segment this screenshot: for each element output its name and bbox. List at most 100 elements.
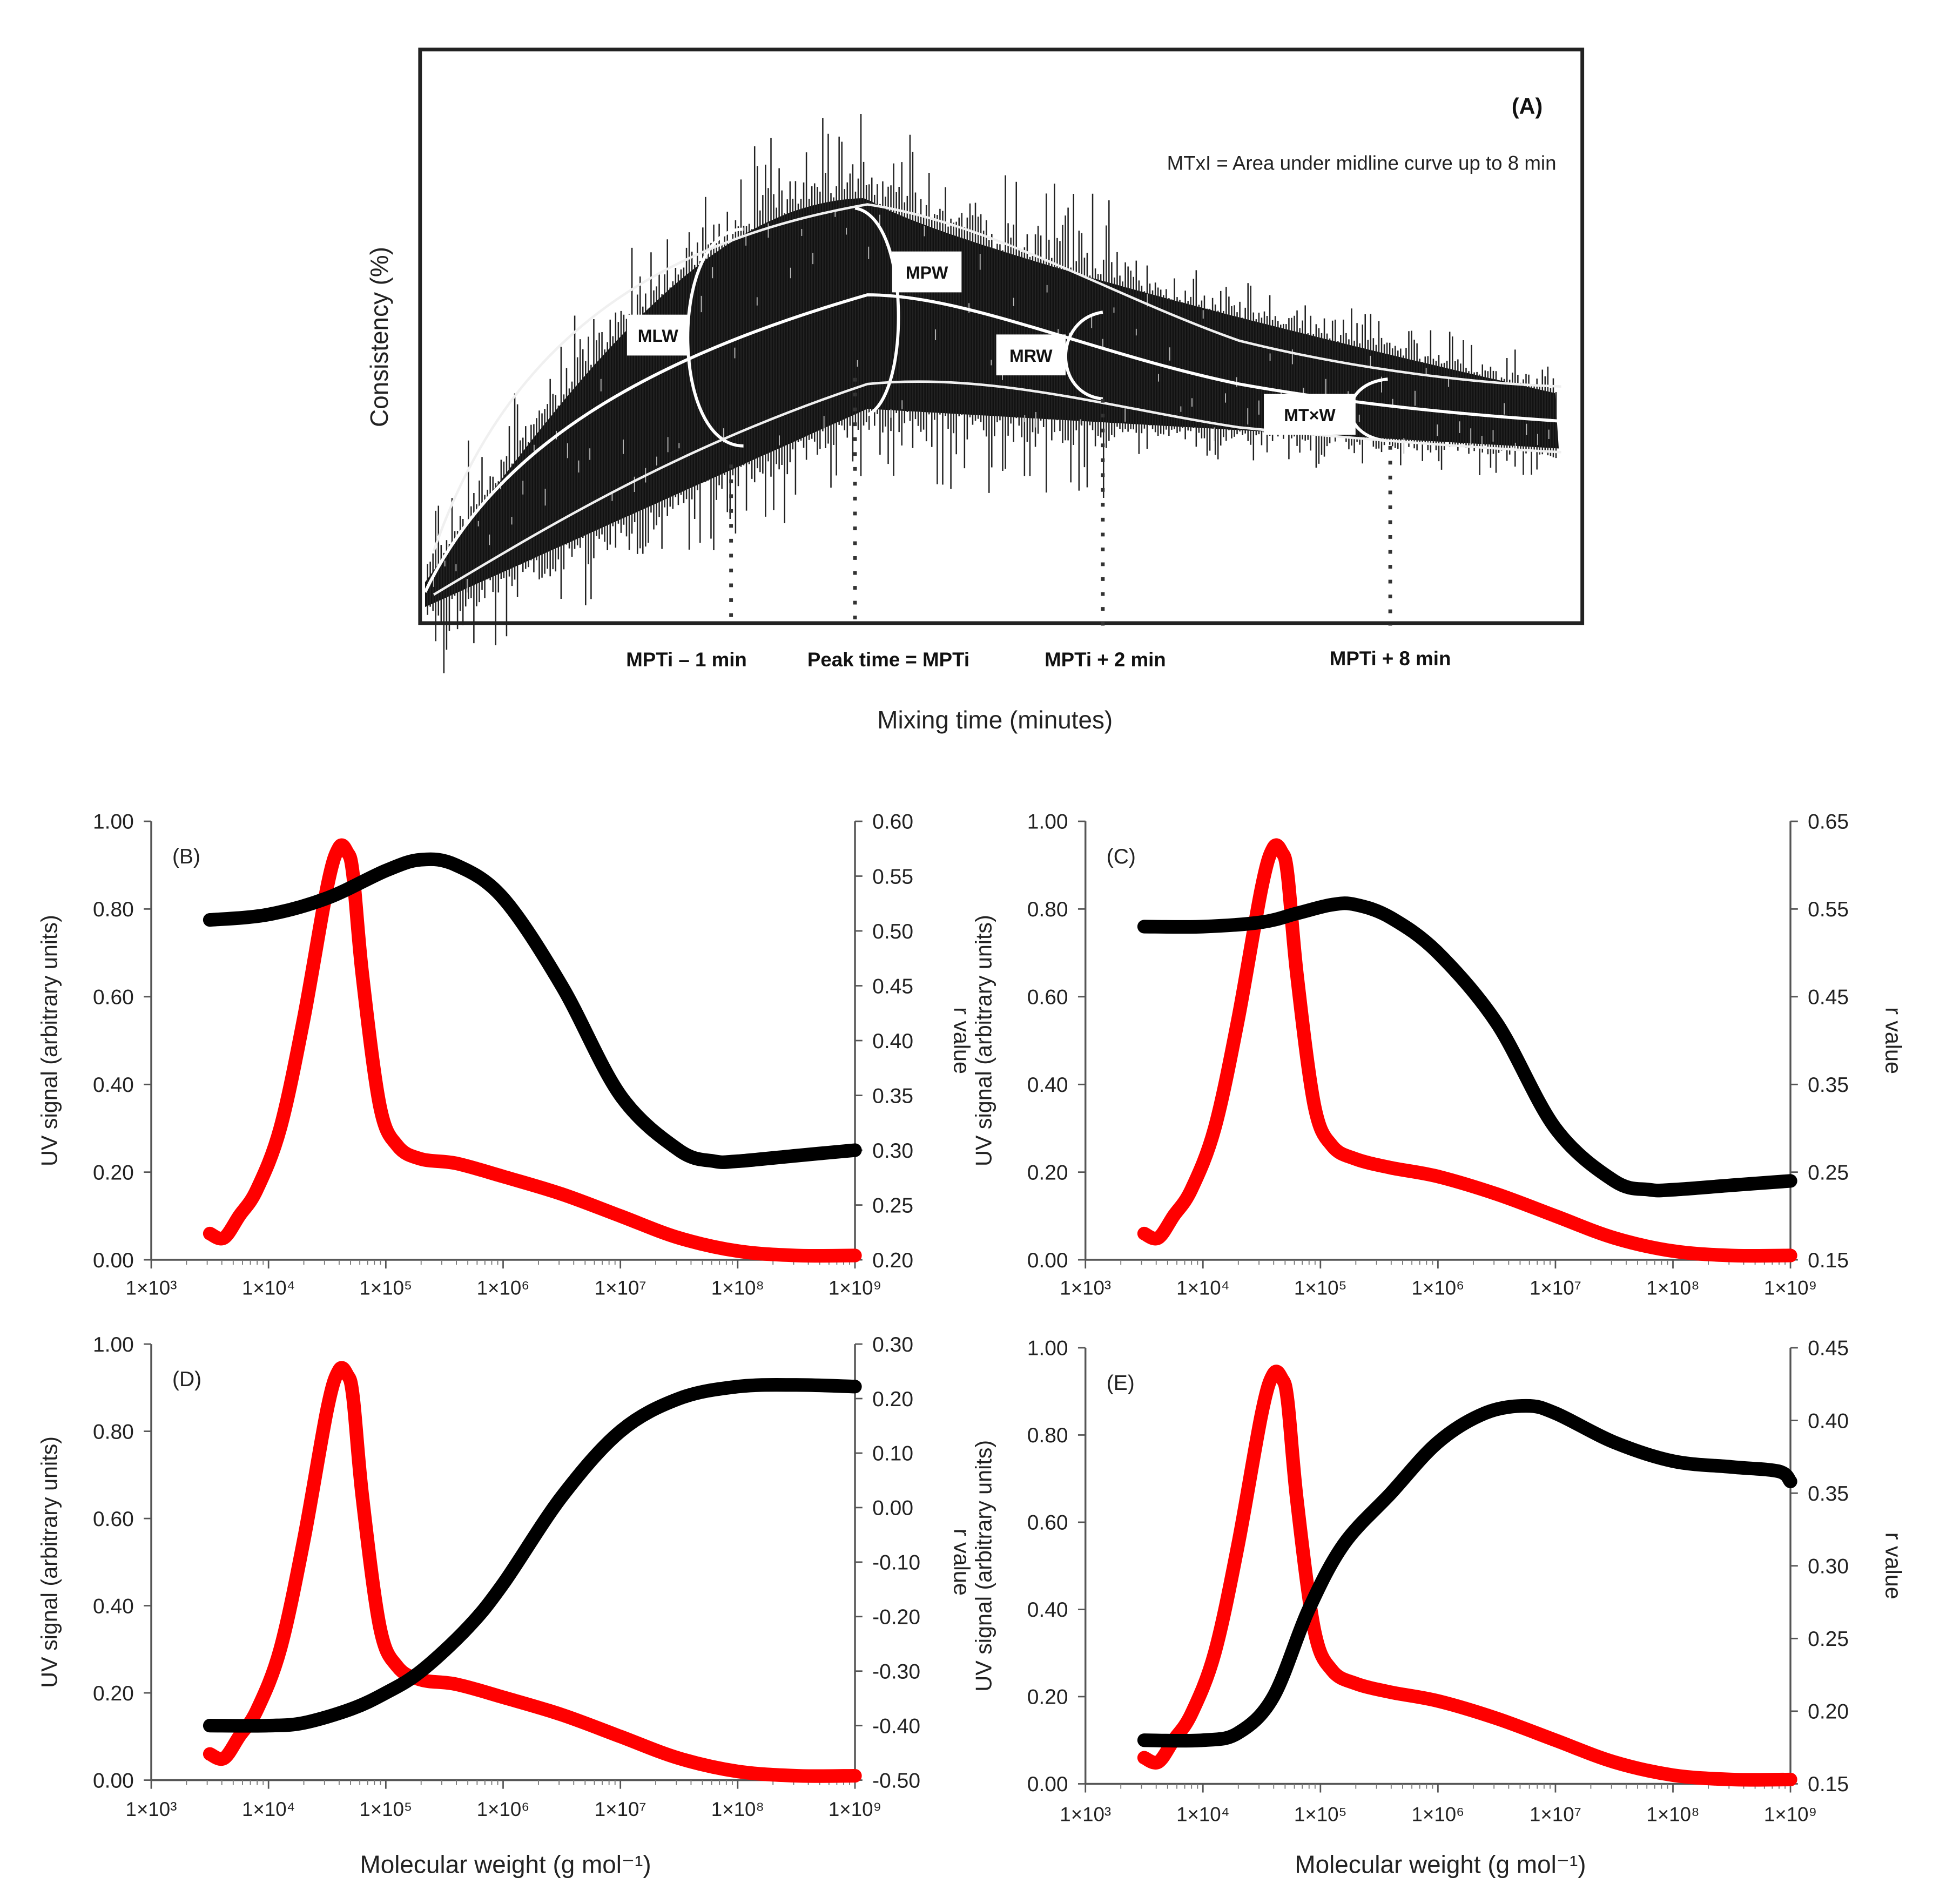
right-tick-label: 0.30 (872, 1333, 913, 1356)
right-tick-label: -0.30 (872, 1660, 920, 1683)
right-tick-label: 0.15 (1808, 1773, 1849, 1796)
y-axis-title: UV signal (arbitrary units) (971, 915, 996, 1166)
right-tick-label: 0.55 (1808, 898, 1849, 921)
left-tick-label: 0.60 (1027, 1511, 1068, 1535)
x-tick-label: 1×10⁵ (359, 1798, 412, 1820)
left-tick-label: 1.00 (1027, 1337, 1068, 1360)
right-tick-label: 0.35 (872, 1084, 913, 1108)
mrw-box (996, 334, 1066, 376)
chart-panel-d: 0.00 0.20 0.40 0.60 0.80 1.00 -0.50 -0.40 -0.30 -… (37, 1333, 974, 1879)
uv-signal-series (203, 838, 862, 1263)
marker-label-mpti-plus-8: MPTi + 8 min (1330, 647, 1451, 670)
x-tick-label: 1×10⁷ (1530, 1277, 1581, 1299)
x-tick-label: 1×10⁵ (359, 1277, 412, 1299)
right-tick-label: 0.20 (872, 1249, 913, 1272)
r-value-series (203, 1378, 862, 1733)
left-tick-label: 0.20 (93, 1161, 134, 1184)
right-tick-label: 0.45 (1808, 1337, 1849, 1360)
mrw-label: MRW (1009, 346, 1053, 366)
x-axis-title: Molecular weight (g mol⁻¹) (360, 1851, 651, 1879)
right-tick-label: 0.45 (1808, 986, 1849, 1009)
y2-axis-title: r value (1881, 1007, 1906, 1074)
x-axis-title: Molecular weight (g mol⁻¹) (1295, 1851, 1586, 1879)
left-tick-label: 0.00 (1027, 1249, 1068, 1272)
x-tick-label: 1×10⁴ (1176, 1803, 1229, 1825)
right-tick-label: 0.20 (1808, 1700, 1849, 1724)
right-tick-label: 0.30 (1808, 1555, 1849, 1578)
x-tick-label: 1×10⁶ (1412, 1803, 1465, 1825)
right-tick-label: 0.20 (872, 1388, 913, 1411)
x-tick-label: 1×10⁹ (1764, 1277, 1817, 1299)
panel-a-ylabel: Consistency (%) (365, 247, 393, 427)
mlw-box (627, 314, 689, 356)
marker-label-mpti-plus-2: MPTi + 2 min (1045, 649, 1166, 671)
r-value-series (1137, 896, 1797, 1198)
left-tick-label: 0.40 (1027, 1598, 1068, 1622)
x-tick-label: 1×10⁶ (477, 1277, 530, 1299)
left-tick-label: 1.00 (93, 811, 134, 834)
x-tick-label: 1×10⁹ (1764, 1803, 1817, 1825)
right-tick-label: -0.50 (872, 1769, 920, 1792)
panel-letter: (C) (1107, 845, 1136, 868)
left-tick-label: 0.00 (93, 1249, 134, 1272)
chart-panel-b: 0.00 0.20 0.40 0.60 0.80 1.00 0.20 0.25 0.30 0.35… (37, 811, 974, 1299)
left-tick-label: 1.00 (93, 1333, 134, 1356)
x-tick-label: 1×10⁷ (595, 1277, 646, 1299)
left-tick-label: 0.20 (1027, 1686, 1068, 1709)
uv-signal-series (1137, 1365, 1797, 1787)
right-tick-label: 0.50 (872, 920, 913, 943)
mtxw-label: MT×W (1284, 406, 1336, 425)
left-tick-label: 0.40 (93, 1595, 134, 1618)
right-tick-label: 0.25 (1808, 1628, 1849, 1651)
right-tick-label: 0.15 (1808, 1249, 1849, 1272)
y2-axis-title: r value (949, 1529, 974, 1596)
x-tick-label: 1×10⁷ (595, 1798, 646, 1820)
left-tick-label: 0.00 (93, 1769, 134, 1792)
left-tick-label: 0.80 (93, 898, 134, 921)
y2-axis-title: r value (1881, 1532, 1906, 1599)
mpw-window-oval (854, 206, 900, 417)
left-tick-label: 0.60 (93, 1508, 134, 1531)
right-tick-label: 0.00 (872, 1497, 913, 1520)
panel-letter: (E) (1107, 1372, 1135, 1395)
marker-label-peak-time: Peak time = MPTi (807, 649, 969, 671)
r-value-series (203, 852, 862, 1169)
right-tick-label: -0.10 (872, 1551, 920, 1575)
x-tick-label: 1×10⁷ (1530, 1803, 1581, 1825)
right-tick-label: -0.20 (872, 1606, 920, 1629)
x-tick-label: 1×10⁵ (1294, 1803, 1347, 1825)
y-axis-title: UV signal (arbitrary units) (971, 1440, 996, 1692)
right-tick-label: 0.35 (1808, 1482, 1849, 1505)
right-tick-label: 0.60 (872, 811, 913, 834)
right-tick-label: 0.10 (872, 1442, 913, 1466)
farinograph-panel-a: MLW MPW MRW MT×W (A) MTxI = Area under m… (365, 48, 1585, 734)
x-tick-label: 1×10³ (126, 1277, 177, 1299)
x-tick-label: 1×10⁹ (829, 1798, 881, 1820)
left-tick-label: 0.80 (93, 1420, 134, 1443)
right-tick-label: 0.40 (1808, 1409, 1849, 1433)
x-tick-label: 1×10⁸ (711, 1798, 764, 1820)
y-axis-title: UV signal (arbitrary units) (37, 1436, 62, 1688)
mlw-label: MLW (638, 326, 679, 346)
x-tick-label: 1×10⁸ (1646, 1277, 1699, 1299)
left-tick-label: 1.00 (1027, 811, 1068, 834)
right-tick-label: -0.40 (872, 1714, 920, 1738)
mtxw-box (1264, 394, 1356, 435)
left-tick-label: 0.20 (1027, 1161, 1068, 1184)
mpw-label: MPW (906, 263, 948, 282)
panel-a-letter: (A) (1512, 94, 1543, 119)
x-tick-label: 1×10⁸ (1646, 1803, 1699, 1825)
left-tick-label: 0.60 (1027, 986, 1068, 1009)
right-tick-label: 0.45 (872, 975, 913, 998)
right-tick-label: 0.25 (872, 1194, 913, 1217)
left-tick-label: 0.00 (1027, 1773, 1068, 1796)
mpw-box (892, 251, 962, 293)
molecular-weight-charts: 0.00 0.20 0.40 0.60 0.80 1.00 0.20 0.25 0.30 0.35… (37, 811, 1906, 1879)
r-value-series (1137, 1399, 1797, 1748)
panel-letter: (D) (172, 1368, 201, 1391)
right-tick-label: 0.55 (872, 865, 913, 888)
left-tick-label: 0.20 (93, 1682, 134, 1705)
right-tick-label: 0.35 (1808, 1073, 1849, 1097)
left-tick-label: 0.60 (93, 986, 134, 1009)
